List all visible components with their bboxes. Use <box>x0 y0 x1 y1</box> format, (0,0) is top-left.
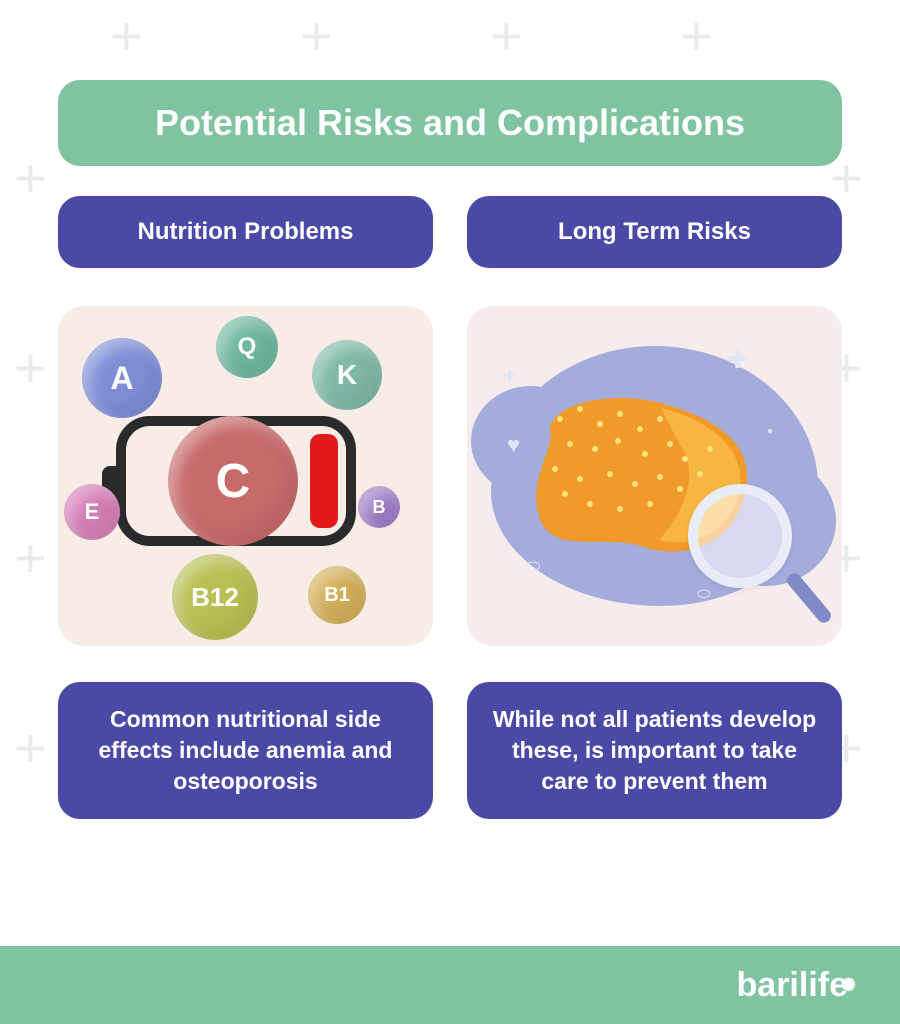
liver-speckle <box>657 474 663 480</box>
liver-speckle <box>617 411 623 417</box>
medical-float-icon: ● <box>767 426 773 437</box>
magnifier-lens <box>688 484 792 588</box>
infographic-canvas: ++++++++++++ Potential Risks and Complic… <box>0 0 900 1024</box>
columns-row: Nutrition Problems AQK EC B B12 B1 Common nu… <box>58 196 842 819</box>
vitamin-bubble-b12: B12 <box>172 554 258 640</box>
liver-speckle <box>587 501 593 507</box>
description-longterm: While not all patients develop these, is… <box>467 682 842 819</box>
liver-speckle <box>697 471 703 477</box>
liver-speckle <box>592 446 598 452</box>
medical-float-icon: ✚ <box>503 366 516 386</box>
liver-speckle <box>637 426 643 432</box>
liver-speckle <box>617 506 623 512</box>
vitamin-bubble-b: B <box>358 486 400 528</box>
liver-speckle <box>657 416 663 422</box>
liver-speckle <box>647 501 653 507</box>
vitamin-bubble-q: Q <box>216 316 278 378</box>
liver-speckle <box>642 451 648 457</box>
liver-speckle <box>615 438 621 444</box>
magnifier-handle <box>784 571 833 626</box>
illustration-nutrition: AQK EC B B12 B1 <box>58 306 433 646</box>
liver-speckle <box>707 446 713 452</box>
vitamin-bubble-e: E <box>64 484 120 540</box>
liver-speckle <box>597 421 603 427</box>
medical-float-icon: ⬭ <box>525 556 540 577</box>
column-nutrition: Nutrition Problems AQK EC B B12 B1 Common nu… <box>58 196 433 819</box>
content-area: Potential Risks and Complications Nutrit… <box>0 0 900 946</box>
description-nutrition: Common nutritional side effects include … <box>58 682 433 819</box>
vitamin-bubble-c: C <box>168 416 298 546</box>
liver-speckle <box>577 476 583 482</box>
medical-float-icon: ◌ <box>529 596 537 612</box>
medical-float-icon: ♥ <box>507 432 520 458</box>
liver-speckle <box>667 441 673 447</box>
vitamin-bubble-a: A <box>82 338 162 418</box>
battery-charge-bar <box>310 434 338 528</box>
brand-text: barilife <box>737 966 848 1005</box>
liver-speckle <box>677 486 683 492</box>
heading-nutrition: Nutrition Problems <box>58 196 433 268</box>
medical-float-icon: ✚ <box>727 344 749 375</box>
liver-speckle <box>567 441 573 447</box>
liver-speckle <box>557 416 563 422</box>
vitamin-bubble-k: K <box>312 340 382 410</box>
liver-speckle <box>682 456 688 462</box>
column-longterm: Long Term Risks ✚ ♥ ● ⬭ ⬭ ✚ ◌ While not all pa… <box>467 196 842 819</box>
footer-bar: barilife ✺ <box>0 946 900 1024</box>
liver-speckle <box>632 481 638 487</box>
page-title: Potential Risks and Complications <box>58 80 842 166</box>
brand-logo: barilife ✺ <box>737 966 850 1005</box>
magnifier-icon <box>688 484 792 588</box>
vitamin-bubble-b1: B1 <box>308 566 366 624</box>
liver-speckle <box>607 471 613 477</box>
liver-speckle <box>577 406 583 412</box>
liver-speckle <box>562 491 568 497</box>
medical-float-icon: ⬭ <box>697 586 711 604</box>
illustration-liver: ✚ ♥ ● ⬭ ⬭ ✚ ◌ <box>467 306 842 646</box>
heading-longterm: Long Term Risks <box>467 196 842 268</box>
liver-speckle <box>552 466 558 472</box>
